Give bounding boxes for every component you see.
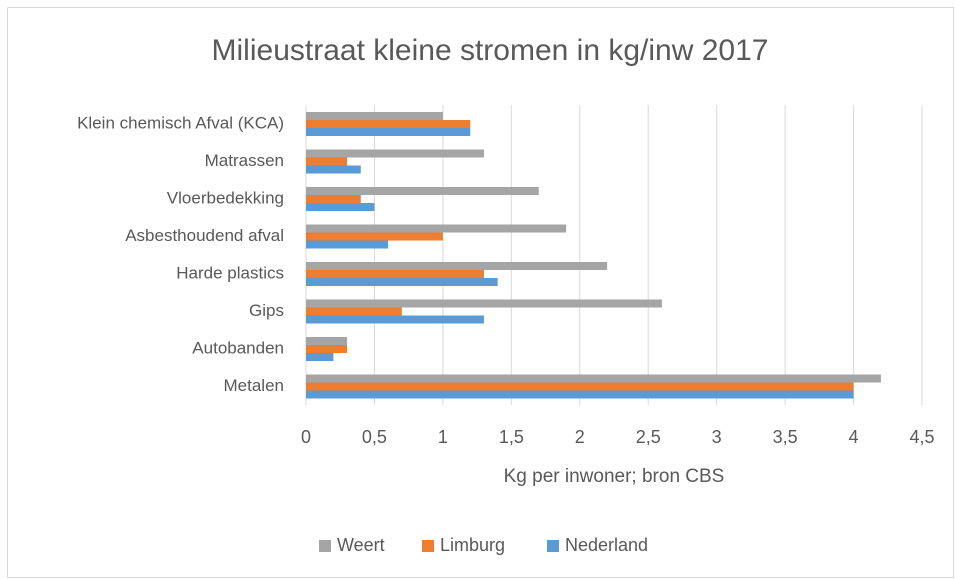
bar	[306, 262, 608, 270]
x-tick-label: 1	[438, 427, 448, 447]
y-tick-label: Asbesthoudend afval	[125, 226, 284, 245]
legend-swatch	[319, 540, 331, 552]
bar	[306, 232, 443, 241]
y-tick-label: Klein chemisch Afval (KCA)	[77, 113, 284, 132]
bar	[306, 390, 854, 399]
bar	[306, 382, 854, 391]
bar	[306, 112, 443, 120]
legend-label: Weert	[337, 535, 385, 555]
x-axis-label: Kg per inwoner; bron CBS	[504, 466, 725, 487]
legend-label: Limburg	[440, 535, 505, 555]
x-tick-label: 3	[712, 427, 722, 447]
x-tick-label: 2	[575, 427, 585, 447]
bar	[306, 315, 484, 324]
x-tick-label: 4	[849, 427, 859, 447]
bar	[306, 299, 662, 308]
y-tick-label: Harde plastics	[176, 263, 284, 282]
bar	[306, 165, 361, 174]
bar	[306, 307, 402, 316]
bar	[306, 240, 389, 249]
y-tick-label: Matrassen	[205, 151, 284, 170]
chart-title: Milieustraat kleine stromen in kg/inw 20…	[212, 34, 769, 67]
bar	[306, 157, 348, 166]
y-tick-label: Vloerbedekking	[167, 188, 284, 207]
y-tick-label: Metalen	[224, 376, 284, 395]
x-tick-label: 0,5	[362, 427, 387, 447]
bar	[306, 120, 471, 128]
bar	[306, 149, 484, 158]
x-tick-label: 0	[301, 427, 311, 447]
bar	[306, 345, 348, 353]
x-tick-label: 3,5	[773, 427, 798, 447]
bar	[306, 278, 498, 286]
legend-swatch	[547, 540, 559, 552]
legend-label: Nederland	[565, 535, 648, 555]
x-tick-label: 4,5	[909, 427, 934, 447]
legend-swatch	[422, 540, 434, 552]
x-tick-label: 2,5	[636, 427, 661, 447]
y-tick-label: Autobanden	[192, 338, 284, 357]
bar	[306, 224, 567, 233]
chart-border	[7, 7, 954, 578]
bar	[306, 337, 348, 345]
x-tick-label: 1,5	[499, 427, 524, 447]
bar	[306, 353, 334, 361]
bar	[306, 187, 539, 195]
bar	[306, 203, 375, 211]
bar	[306, 128, 471, 136]
bar	[306, 270, 484, 278]
y-tick-label: Gips	[249, 301, 284, 320]
bar	[306, 195, 361, 203]
bar	[306, 374, 881, 383]
